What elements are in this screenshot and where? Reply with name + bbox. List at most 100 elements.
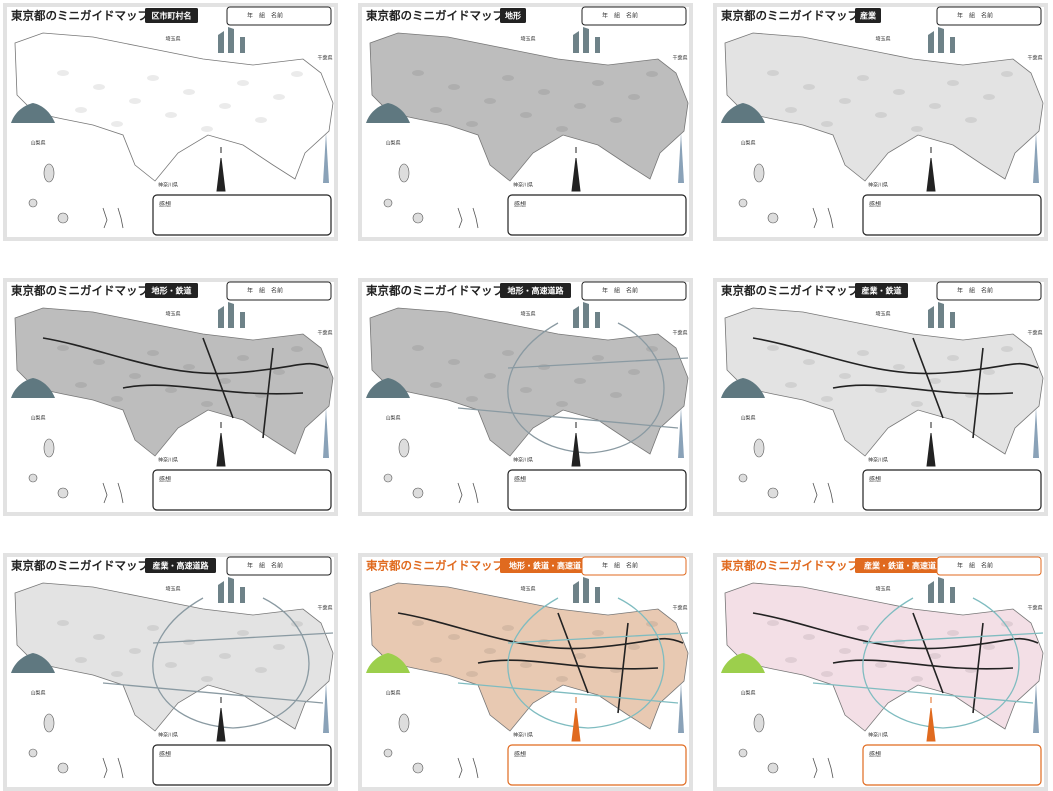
tower-icon bbox=[571, 147, 581, 192]
comment-box bbox=[862, 744, 1042, 786]
mountain-icon bbox=[11, 653, 55, 673]
neighbor-label: 神奈川県 bbox=[513, 182, 533, 189]
map-detail bbox=[183, 89, 195, 95]
neighbor-label: 千葉県 bbox=[1027, 55, 1042, 62]
tag-label: 産業 bbox=[860, 11, 877, 21]
map-detail bbox=[147, 625, 159, 631]
tag-box bbox=[145, 558, 216, 573]
tower-icon bbox=[926, 147, 936, 192]
map-detail bbox=[165, 662, 177, 668]
map-detail bbox=[929, 103, 941, 109]
map-detail bbox=[857, 75, 869, 81]
map-detail bbox=[610, 392, 622, 398]
neighbor-label: 山梨県 bbox=[740, 140, 755, 147]
tag-label: 産業・鉄道・高速道路 bbox=[864, 561, 945, 571]
map-detail bbox=[803, 634, 815, 640]
island bbox=[383, 198, 393, 208]
island bbox=[57, 487, 69, 499]
map-detail bbox=[502, 350, 514, 356]
neighbor-label: 山梨県 bbox=[30, 140, 45, 147]
neighbor-label: 神奈川県 bbox=[868, 732, 888, 739]
name-box bbox=[936, 6, 1042, 26]
neighbor-label: 埼玉県 bbox=[875, 36, 890, 43]
tag-box bbox=[855, 8, 881, 23]
map-detail bbox=[538, 639, 550, 645]
comment-box bbox=[152, 744, 332, 786]
name-box bbox=[936, 281, 1042, 301]
map-detail bbox=[520, 662, 532, 668]
map-detail bbox=[219, 653, 231, 659]
building-icon bbox=[928, 27, 955, 53]
highway bbox=[812, 597, 1044, 729]
neighbor-label: 神奈川県 bbox=[158, 457, 178, 464]
island bbox=[753, 713, 765, 733]
island bbox=[102, 207, 124, 229]
island bbox=[812, 757, 834, 779]
map-detail bbox=[484, 373, 496, 379]
mountain-icon bbox=[721, 653, 765, 673]
map-detail bbox=[183, 639, 195, 645]
mountain-icon bbox=[11, 378, 55, 398]
map-detail bbox=[75, 382, 87, 388]
name-box bbox=[226, 281, 332, 301]
map-detail bbox=[412, 345, 424, 351]
island bbox=[738, 198, 748, 208]
building-icon bbox=[928, 302, 955, 328]
name-label: 年 組 名前 bbox=[602, 12, 638, 20]
map-detail bbox=[147, 75, 159, 81]
worksheet-title: 東京都のミニガイドマップ bbox=[11, 559, 149, 573]
neighbor-label: 千葉県 bbox=[1027, 330, 1042, 337]
comment-box bbox=[152, 194, 332, 236]
island bbox=[738, 748, 748, 758]
name-label: 年 組 名前 bbox=[602, 287, 638, 295]
map-detail bbox=[767, 620, 779, 626]
map-detail bbox=[911, 676, 923, 682]
map-detail bbox=[610, 117, 622, 123]
map-detail bbox=[237, 630, 249, 636]
name-box bbox=[936, 556, 1042, 576]
map-detail bbox=[556, 676, 568, 682]
island bbox=[767, 762, 779, 774]
name-label: 年 組 名前 bbox=[247, 562, 283, 570]
neighbor-label: 神奈川県 bbox=[158, 182, 178, 189]
neighbor-label: 山梨県 bbox=[385, 690, 400, 697]
highway bbox=[457, 597, 689, 729]
island bbox=[43, 163, 55, 183]
tag-box bbox=[855, 558, 953, 573]
map-detail bbox=[646, 71, 658, 77]
skytree-icon bbox=[1033, 683, 1039, 733]
island bbox=[767, 487, 779, 499]
comment-label: 感想 bbox=[159, 476, 171, 484]
neighbor-label: 千葉県 bbox=[672, 330, 687, 337]
map-detail bbox=[785, 657, 797, 663]
map-detail bbox=[291, 71, 303, 77]
map-detail bbox=[821, 671, 833, 677]
railway bbox=[397, 612, 684, 714]
map-detail bbox=[592, 80, 604, 86]
island bbox=[457, 757, 479, 779]
map-detail bbox=[502, 625, 514, 631]
map-detail bbox=[965, 117, 977, 123]
worksheet-title: 東京都のミニガイドマップ bbox=[721, 9, 859, 23]
map-detail bbox=[929, 653, 941, 659]
map-detail bbox=[767, 70, 779, 76]
map-detail bbox=[93, 359, 105, 365]
island bbox=[412, 762, 424, 774]
tokyo-map bbox=[14, 32, 334, 182]
island bbox=[43, 438, 55, 458]
map-detail bbox=[129, 373, 141, 379]
tag-box bbox=[500, 8, 526, 23]
neighbor-label: 神奈川県 bbox=[513, 457, 533, 464]
building-icon bbox=[573, 27, 600, 53]
map-detail bbox=[947, 630, 959, 636]
island bbox=[57, 212, 69, 224]
map-detail bbox=[947, 355, 959, 361]
neighbor-label: 千葉県 bbox=[317, 605, 332, 612]
map-detail bbox=[466, 396, 478, 402]
island bbox=[398, 438, 410, 458]
map-detail bbox=[857, 350, 869, 356]
